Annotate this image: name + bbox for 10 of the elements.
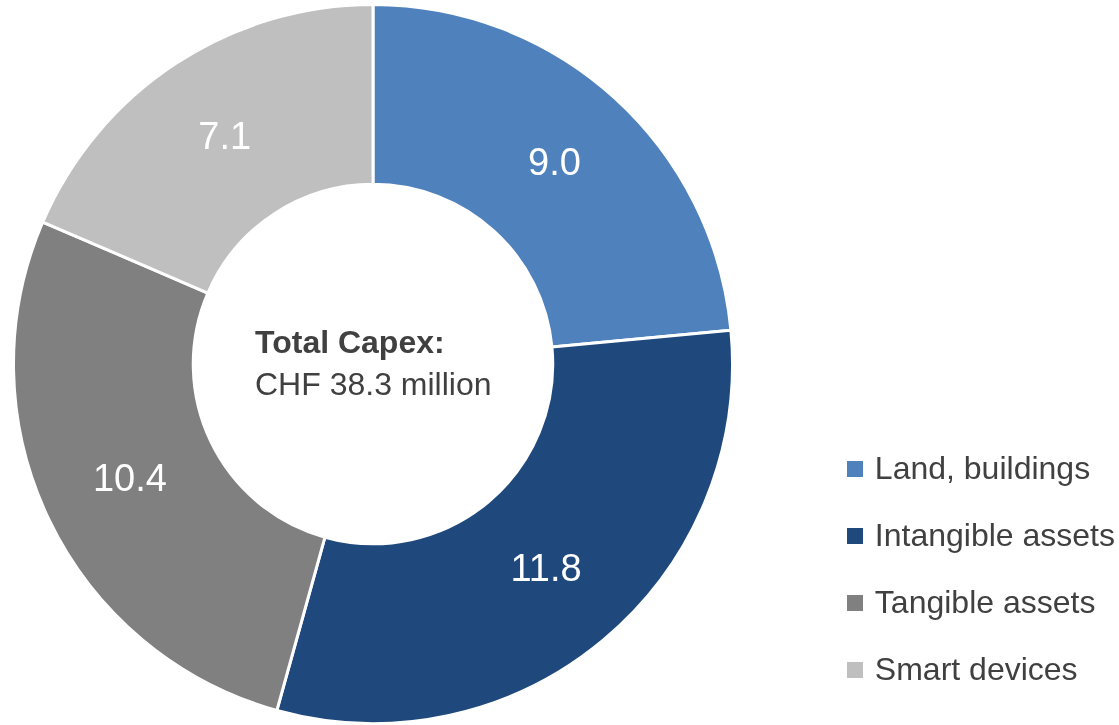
data-label: 11.8 — [510, 547, 582, 590]
data-label: 10.4 — [92, 457, 167, 500]
legend-label: Land, buildings — [874, 450, 1091, 487]
data-label: 7.1 — [198, 115, 252, 158]
legend-label: Tangible assets — [874, 584, 1096, 621]
data-label: 9.0 — [528, 141, 581, 184]
text: Total Capex: — [255, 323, 445, 360]
legend-label: Intangible assets — [874, 517, 1115, 554]
text: CHF 38.3 million — [255, 365, 492, 402]
legend-label: Smart devices — [874, 651, 1078, 688]
